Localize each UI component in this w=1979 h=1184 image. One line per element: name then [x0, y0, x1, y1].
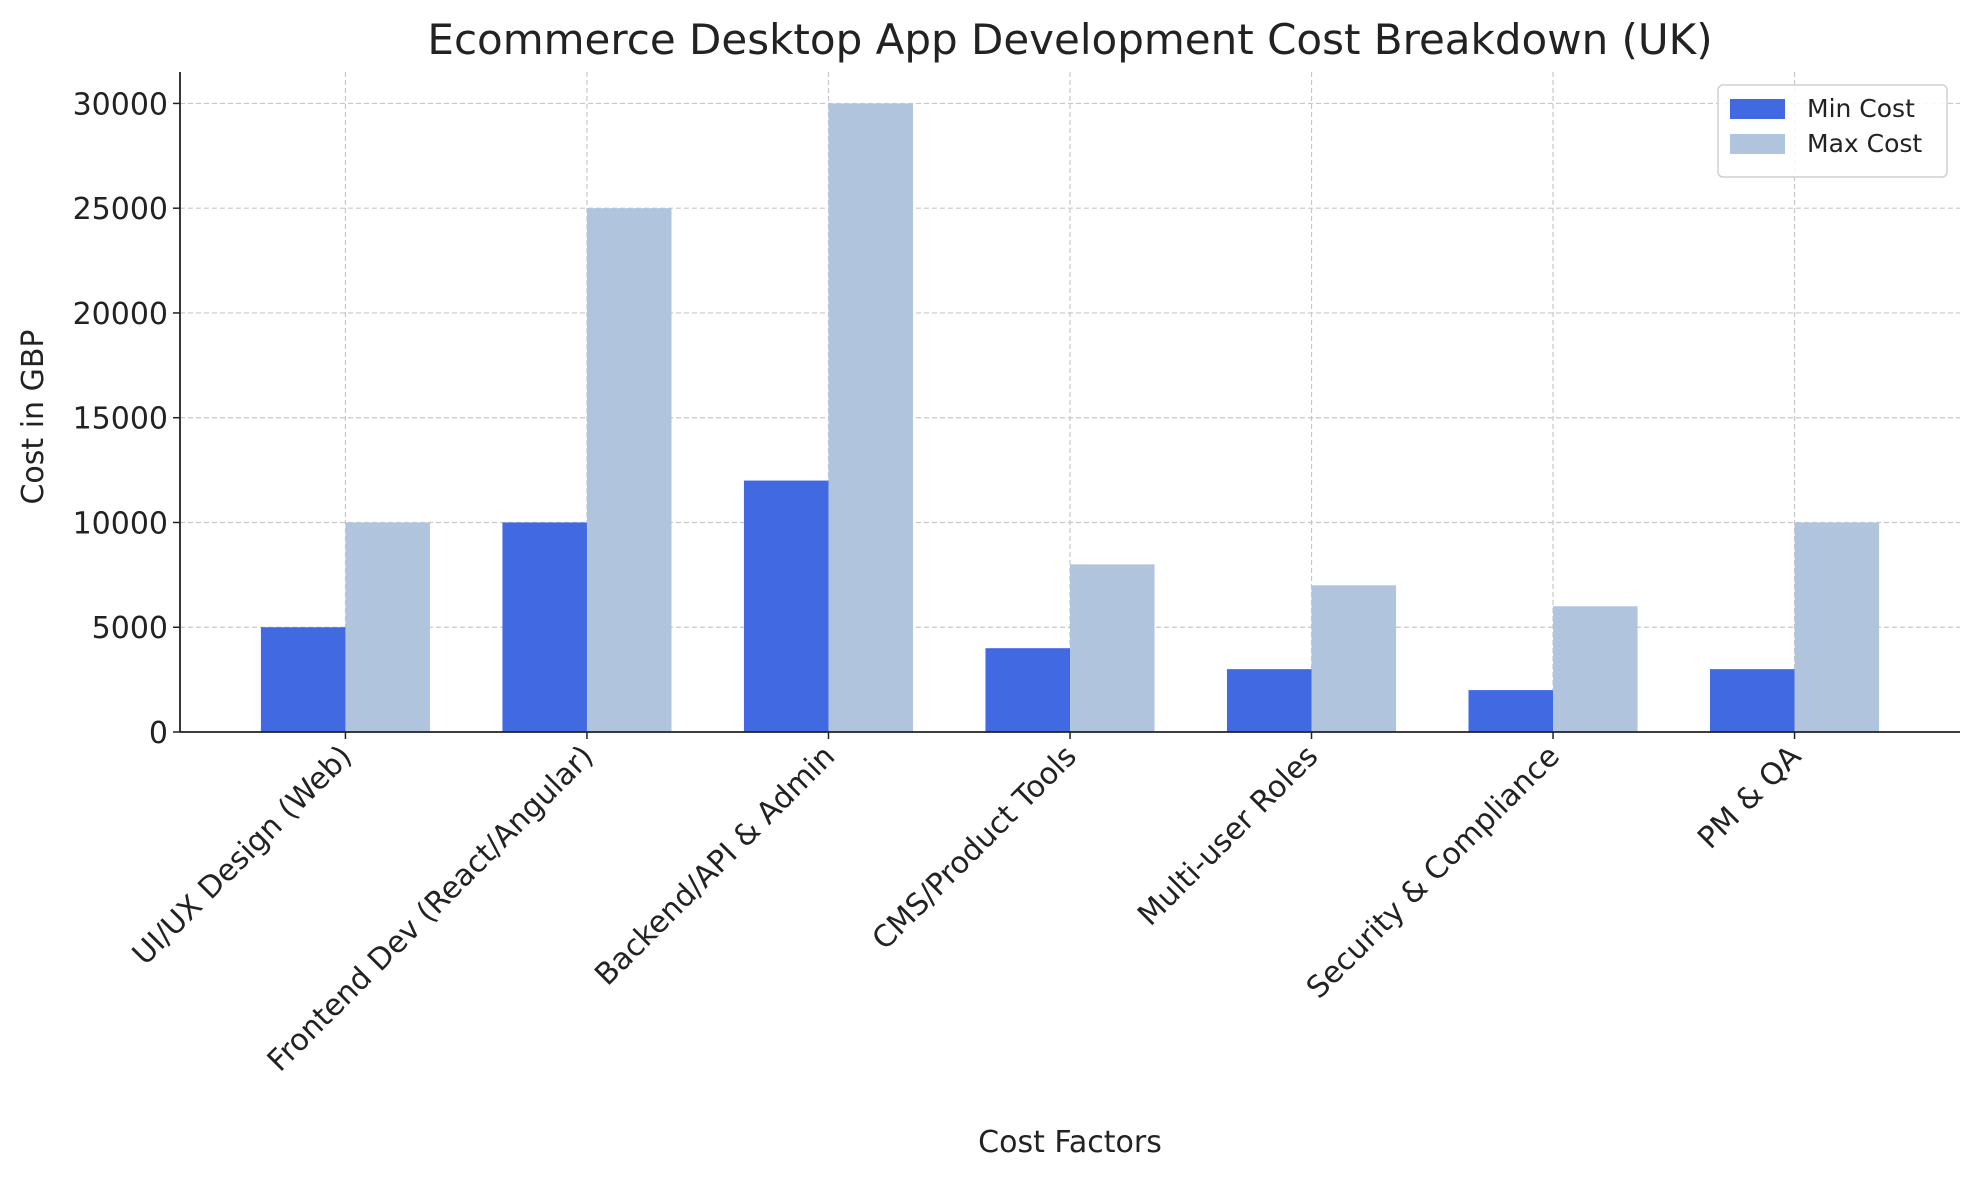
y-tick-label: 10000	[73, 506, 168, 541]
x-tick-label: Backend/API & Admin	[588, 739, 842, 993]
y-tick-label: 5000	[92, 611, 168, 646]
x-tick-label: Multi-user Roles	[1131, 739, 1325, 933]
y-tick-label: 25000	[73, 192, 168, 227]
legend-label: Min Cost	[1807, 94, 1915, 123]
y-tick-label: 20000	[73, 297, 168, 332]
x-tick-label: PM & QA	[1691, 739, 1808, 856]
x-axis-label: Cost Factors	[978, 1125, 1162, 1160]
bar-max-cost	[1070, 564, 1155, 732]
y-axis-label: Cost in GBP	[16, 329, 51, 504]
y-ticks: 0 5000 10000 15000 20000 25000 30000	[73, 87, 180, 751]
y-tick-label: 0	[149, 716, 168, 751]
bar-min-cost	[1226, 669, 1312, 732]
bar-max-cost	[586, 208, 672, 732]
bar-min-cost	[743, 480, 829, 732]
chart-title: Ecommerce Desktop App Development Cost B…	[427, 15, 1712, 64]
bar-max-cost	[345, 522, 430, 732]
bar-min-cost	[985, 648, 1070, 732]
legend: Min Cost Max Cost	[1717, 84, 1948, 178]
bar-max-cost	[828, 103, 914, 732]
bar-min-cost	[260, 627, 346, 732]
bars	[260, 103, 1880, 732]
bar-max-cost	[1311, 585, 1397, 732]
x-tick-label: Security & Compliance	[1300, 739, 1567, 1006]
x-tick-label: UI/UX Design (Web)	[126, 739, 359, 972]
bar-max-cost	[1794, 522, 1880, 732]
y-tick-label: 15000	[73, 402, 168, 437]
bar-min-cost	[1468, 690, 1554, 732]
bar-max-cost	[1553, 606, 1638, 732]
legend-label: Max Cost	[1807, 129, 1922, 158]
x-ticks: UI/UX Design (Web)Frontend Dev (React/An…	[126, 732, 1809, 1079]
bar-min-cost	[502, 522, 587, 732]
grid	[180, 72, 1960, 733]
x-tick-label: CMS/Product Tools	[866, 739, 1084, 957]
legend-swatch	[1730, 134, 1785, 154]
y-tick-label: 30000	[73, 87, 168, 122]
bar-min-cost	[1710, 669, 1795, 732]
legend-swatch	[1730, 99, 1785, 119]
